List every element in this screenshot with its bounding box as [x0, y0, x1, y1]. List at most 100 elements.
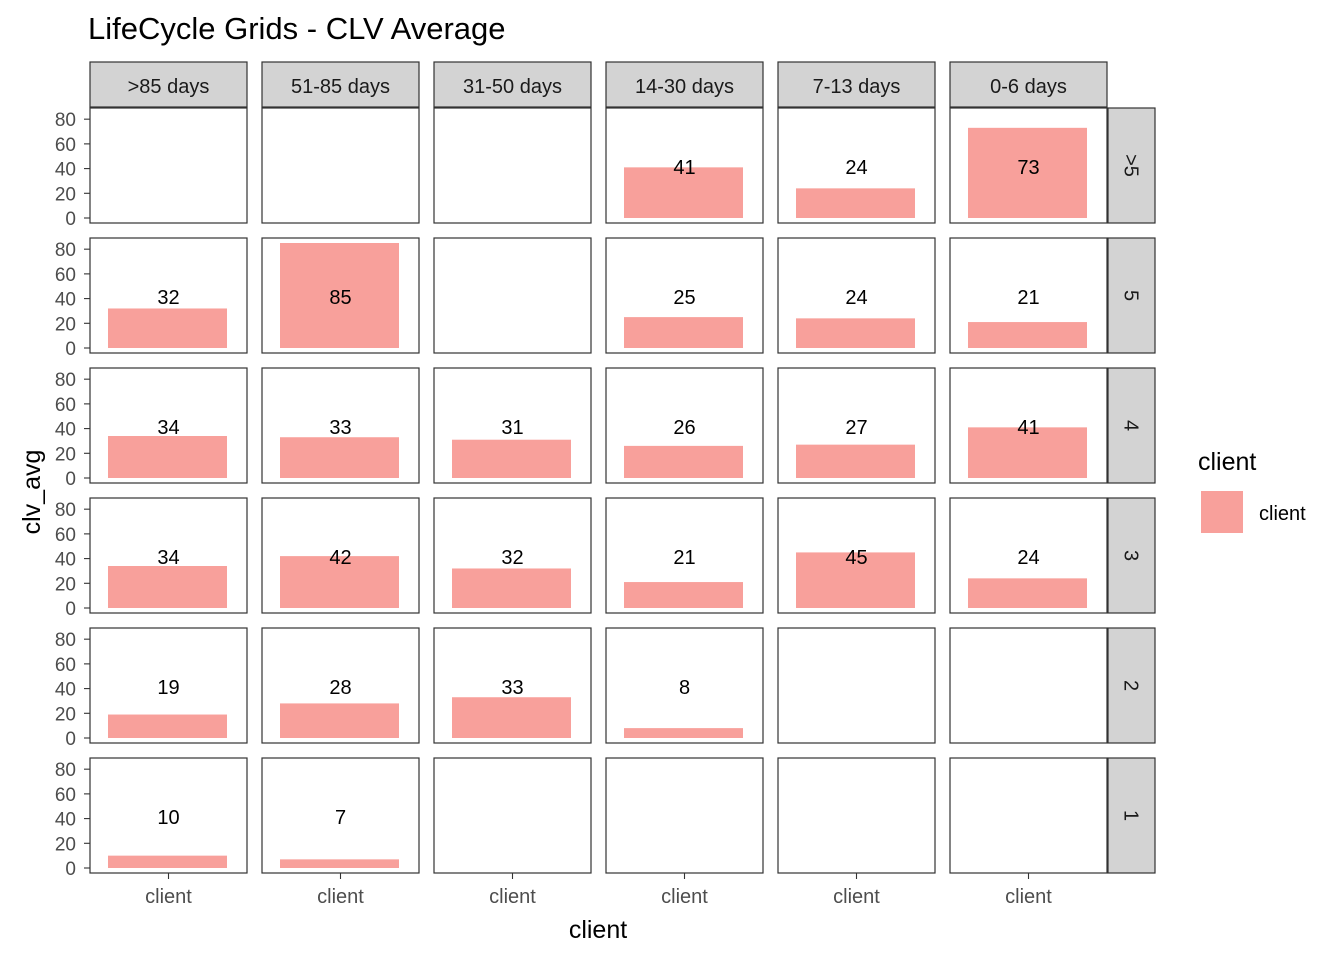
column-strip-label: 31-50 days [463, 76, 562, 98]
bar-value-label: 19 [157, 677, 179, 699]
bar [796, 552, 915, 608]
row-strip-label: 3 [1120, 550, 1142, 561]
bar-value-label: 25 [673, 287, 695, 309]
y-tick-label: 60 [55, 655, 76, 676]
y-tick-label: 20 [55, 834, 76, 855]
bar [452, 568, 571, 608]
x-tick-label: client [1005, 886, 1052, 908]
row-strip-label: 4 [1120, 420, 1142, 431]
bar-value-label: 85 [329, 287, 351, 309]
y-tick-label: 20 [55, 184, 76, 205]
bar [796, 444, 915, 478]
x-axis-title: client [569, 916, 627, 944]
column-strip [433, 61, 592, 108]
facet-panel [949, 627, 1108, 744]
bar-value-label: 8 [679, 677, 690, 699]
bar-value-label: 7 [335, 807, 346, 829]
facet-panel [777, 757, 936, 874]
column-strip [89, 61, 248, 108]
y-tick-label: 40 [55, 550, 76, 571]
column-strip-label: 0-6 days [990, 76, 1067, 98]
row-strip-label: 2 [1120, 680, 1142, 691]
bar [108, 436, 227, 478]
bar [968, 578, 1087, 608]
bar-value-label: 33 [329, 417, 351, 439]
bar-value-label: 32 [501, 547, 523, 569]
bar [968, 322, 1087, 348]
y-tick-label: 80 [55, 240, 76, 261]
y-tick-label: 80 [55, 500, 76, 521]
column-strip-label: >85 days [128, 76, 210, 98]
bar-value-label: 45 [845, 547, 867, 569]
x-tick-label: client [489, 886, 536, 908]
legend-key [1201, 491, 1243, 533]
y-tick-label: 20 [55, 444, 76, 465]
facet-panel [89, 107, 248, 224]
bar-value-label: 42 [329, 547, 351, 569]
legend-title: client [1198, 448, 1256, 476]
bar-value-label: 21 [1017, 287, 1039, 309]
bar-value-label: 41 [1017, 417, 1039, 439]
bar [624, 582, 743, 608]
y-tick-label: 60 [55, 135, 76, 156]
bar [452, 439, 571, 478]
x-tick-label: client [833, 886, 880, 908]
column-strip [605, 61, 764, 108]
facet-panel [433, 757, 592, 874]
chart-title: LifeCycle Grids - CLV Average [88, 11, 506, 46]
row-strip-label: 1 [1120, 810, 1142, 821]
bar-value-label: 10 [157, 807, 179, 829]
x-tick-label: client [661, 886, 708, 908]
facet-panel [605, 627, 764, 744]
column-strip [777, 61, 936, 108]
row-strip-label: >5 [1120, 154, 1142, 177]
row-strip [1107, 367, 1156, 484]
bar-value-label: 24 [845, 287, 867, 309]
row-strip [1107, 497, 1156, 614]
bar [280, 556, 399, 608]
y-tick-label: 20 [55, 574, 76, 595]
facet-panel [777, 627, 936, 744]
y-tick-label: 80 [55, 370, 76, 391]
bar [624, 728, 743, 738]
facet-panel [433, 237, 592, 354]
y-axis-title: clv_avg [18, 450, 46, 535]
bar-value-label: 31 [501, 417, 523, 439]
column-strip [261, 61, 420, 108]
y-tick-label: 40 [55, 810, 76, 831]
y-tick-label: 60 [55, 785, 76, 806]
facet-panel [433, 107, 592, 224]
bar [452, 697, 571, 738]
y-tick-label: 0 [65, 599, 76, 620]
x-tick-label: client [145, 886, 192, 908]
bar [108, 855, 227, 868]
bar-value-label: 27 [845, 417, 867, 439]
bar [280, 703, 399, 738]
bar-value-label: 26 [673, 417, 695, 439]
facet-panel [261, 107, 420, 224]
bar-value-label: 73 [1017, 157, 1039, 179]
bar [624, 317, 743, 348]
bar-value-label: 33 [501, 677, 523, 699]
facet-panel [605, 757, 764, 874]
facet-panel [949, 757, 1108, 874]
y-tick-label: 0 [65, 469, 76, 490]
legend-item-label: client [1259, 503, 1306, 525]
y-tick-label: 80 [55, 630, 76, 651]
y-tick-label: 80 [55, 110, 76, 131]
column-strip-label: 7-13 days [813, 76, 901, 98]
bar [624, 167, 743, 218]
bar [796, 188, 915, 218]
column-strip-label: 14-30 days [635, 76, 734, 98]
bar [280, 437, 399, 478]
y-tick-label: 60 [55, 525, 76, 546]
column-strip [949, 61, 1108, 108]
bar-value-label: 34 [157, 547, 179, 569]
bar [108, 566, 227, 608]
y-tick-label: 40 [55, 680, 76, 701]
bar-value-label: 21 [673, 547, 695, 569]
y-tick-label: 80 [55, 760, 76, 781]
y-tick-label: 20 [55, 314, 76, 335]
y-tick-label: 40 [55, 160, 76, 181]
